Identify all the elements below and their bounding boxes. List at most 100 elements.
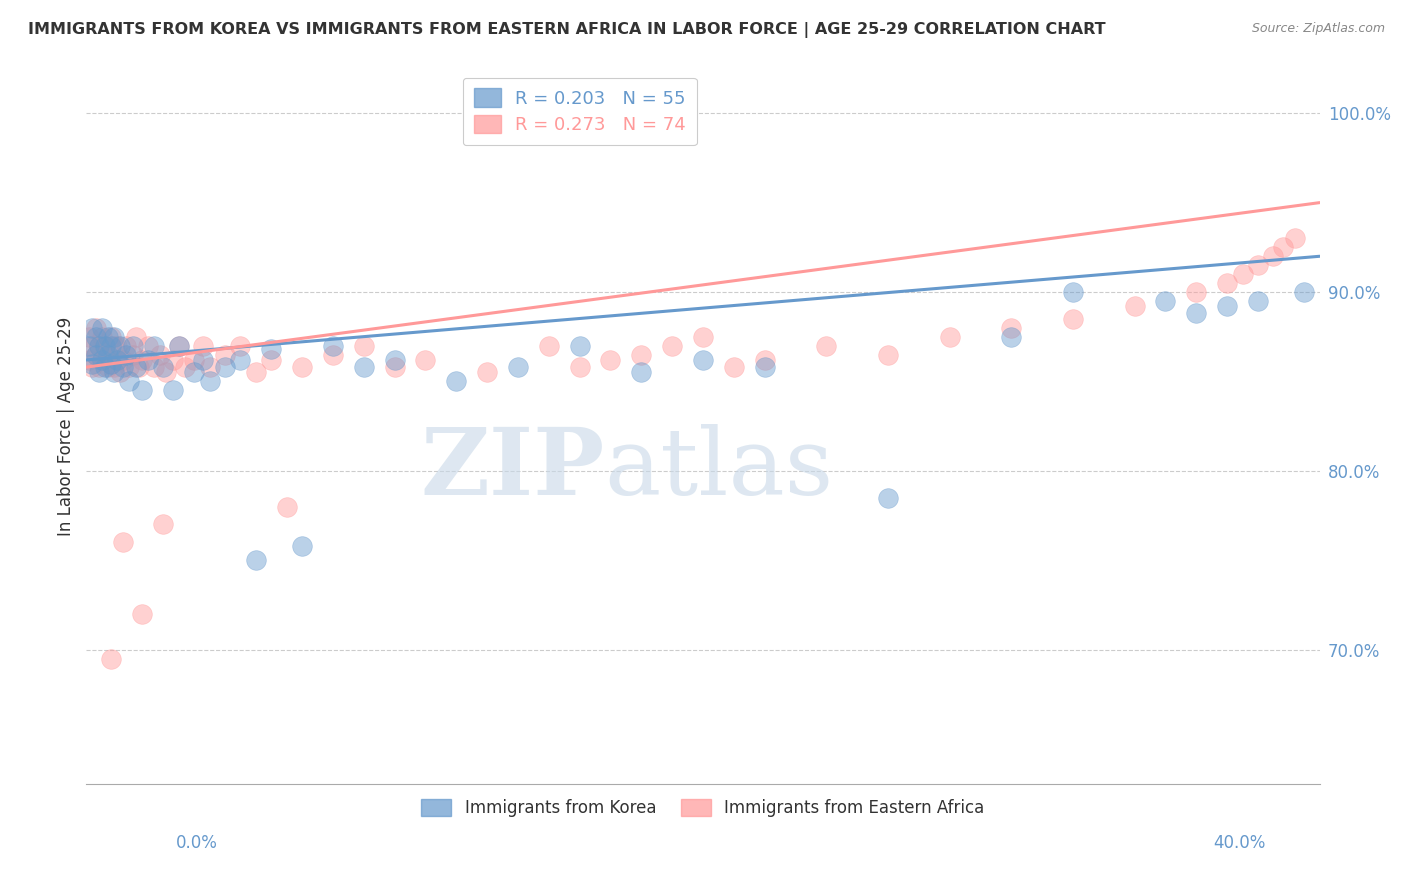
Point: [162, 353, 184, 368]
Point: [105, 353, 128, 368]
Point: [198, 375, 221, 389]
Point: [143, 339, 166, 353]
Point: [143, 360, 166, 375]
Point: [97, 329, 120, 343]
Point: [938, 329, 960, 343]
Point: [723, 360, 745, 375]
Point: [754, 360, 776, 375]
Text: IMMIGRANTS FROM KOREA VS IMMIGRANTS FROM EASTERN AFRICA IN LABOR FORCE | AGE 25-: IMMIGRANTS FROM KOREA VS IMMIGRANTS FROM…: [28, 22, 1105, 38]
Point: [90, 353, 112, 368]
Point: [245, 366, 267, 380]
Point: [94, 339, 117, 353]
Point: [97, 353, 120, 368]
Point: [105, 353, 128, 368]
Point: [94, 343, 117, 357]
Point: [1185, 285, 1208, 299]
Point: [79, 353, 101, 368]
Point: [229, 339, 252, 353]
Point: [1294, 285, 1316, 299]
Point: [100, 357, 122, 371]
Point: [121, 339, 143, 353]
Text: ZIP: ZIP: [420, 424, 605, 514]
Point: [193, 353, 215, 368]
Point: [1185, 306, 1208, 320]
Point: [1062, 311, 1084, 326]
Point: [128, 360, 150, 375]
Point: [1247, 293, 1270, 308]
Point: [90, 329, 112, 343]
Point: [97, 360, 120, 375]
Point: [692, 329, 714, 343]
Point: [167, 339, 190, 353]
Point: [82, 357, 104, 371]
Point: [136, 339, 159, 353]
Point: [198, 360, 221, 375]
Point: [322, 339, 344, 353]
Point: [84, 320, 107, 334]
Point: [87, 339, 110, 353]
Point: [131, 353, 153, 368]
Point: [1062, 285, 1084, 299]
Point: [384, 360, 406, 375]
Point: [105, 339, 128, 353]
Point: [291, 539, 314, 553]
Point: [84, 348, 107, 362]
Point: [87, 366, 110, 380]
Point: [79, 329, 101, 343]
Text: atlas: atlas: [605, 424, 834, 514]
Text: 40.0%: 40.0%: [1213, 834, 1265, 852]
Point: [90, 320, 112, 334]
Point: [214, 348, 236, 362]
Point: [384, 353, 406, 368]
Point: [537, 339, 560, 353]
Legend: Immigrants from Korea, Immigrants from Eastern Africa: Immigrants from Korea, Immigrants from E…: [413, 790, 993, 825]
Point: [82, 320, 104, 334]
Point: [475, 366, 498, 380]
Point: [82, 339, 104, 353]
Point: [90, 353, 112, 368]
Point: [118, 375, 141, 389]
Point: [1000, 320, 1022, 334]
Point: [260, 353, 283, 368]
Point: [353, 339, 375, 353]
Point: [692, 353, 714, 368]
Point: [112, 353, 135, 368]
Point: [87, 339, 110, 353]
Point: [124, 360, 146, 375]
Point: [630, 366, 652, 380]
Point: [152, 360, 174, 375]
Point: [103, 360, 125, 375]
Point: [1232, 267, 1254, 281]
Point: [815, 339, 838, 353]
Point: [260, 343, 283, 357]
Point: [276, 500, 298, 514]
Point: [1000, 329, 1022, 343]
Point: [155, 366, 177, 380]
Point: [124, 329, 146, 343]
Point: [162, 384, 184, 398]
Point: [108, 366, 131, 380]
Point: [630, 348, 652, 362]
Point: [87, 360, 110, 375]
Point: [446, 375, 468, 389]
Point: [506, 360, 529, 375]
Point: [152, 517, 174, 532]
Point: [415, 353, 437, 368]
Point: [291, 360, 314, 375]
Point: [1123, 299, 1146, 313]
Point: [353, 360, 375, 375]
Point: [84, 348, 107, 362]
Point: [100, 651, 122, 665]
Point: [1263, 249, 1285, 263]
Point: [136, 353, 159, 368]
Point: [108, 339, 131, 353]
Point: [1154, 293, 1177, 308]
Point: [118, 360, 141, 375]
Point: [84, 329, 107, 343]
Text: 0.0%: 0.0%: [176, 834, 218, 852]
Point: [115, 339, 138, 353]
Point: [167, 339, 190, 353]
Point: [112, 535, 135, 549]
Point: [877, 348, 900, 362]
Point: [568, 339, 591, 353]
